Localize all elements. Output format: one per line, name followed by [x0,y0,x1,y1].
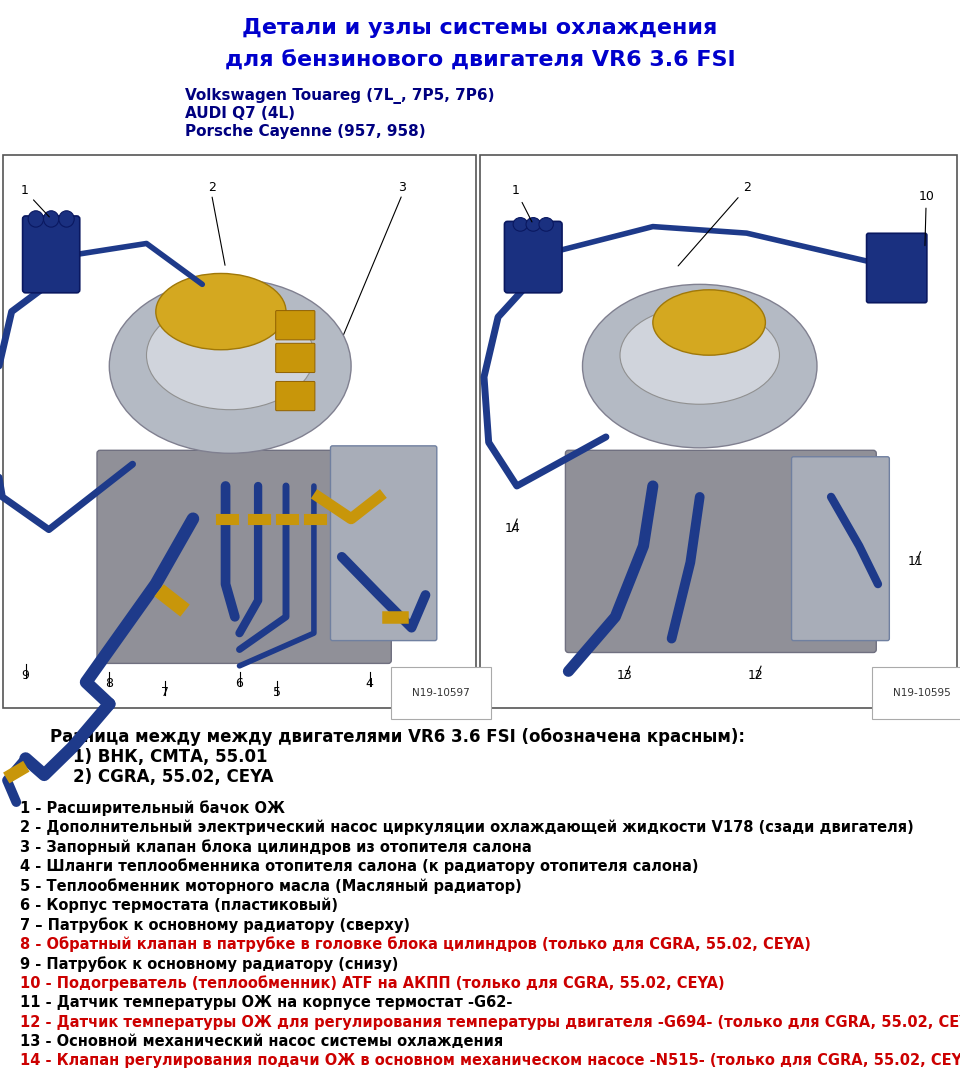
Text: AUDI Q7 (4L): AUDI Q7 (4L) [185,106,295,121]
Text: 14 - Клапан регулирования подачи ОЖ в основном механическом насосе -N515- (тольк: 14 - Клапан регулирования подачи ОЖ в ос… [20,1054,960,1068]
Text: 10 - Подогреватель (теплообменник) ATF на АКПП (только для CGRA, 55.02, CEYA): 10 - Подогреватель (теплообменник) ATF н… [20,975,725,992]
Text: 3: 3 [398,181,406,194]
Text: 4 - Шланги теплообменника отопителя салона (к радиатору отопителя салона): 4 - Шланги теплообменника отопителя сало… [20,858,699,875]
Text: 3 - Запорный клапан блока цилиндров из отопителя салона: 3 - Запорный клапан блока цилиндров из о… [20,839,532,855]
Text: 6: 6 [235,677,244,690]
Text: 13 - Основной механический насос системы охлаждения: 13 - Основной механический насос системы… [20,1034,503,1049]
Text: 7: 7 [161,686,169,699]
Text: 1: 1 [21,185,49,217]
Bar [3,155,476,708]
Text: Разница между между двигателями VR6 3.6 FSI (обозначена красным):: Разница между между двигателями VR6 3.6 … [50,728,745,746]
Text: 8 - Обратный клапан в патрубке в головке блока цилиндров (только для CGRA, 55.02: 8 - Обратный клапан в патрубке в головке… [20,937,811,952]
Text: Volkswagen Touareg (7L_, 7P5, 7P6): Volkswagen Touareg (7L_, 7P5, 7P6) [185,88,494,104]
Ellipse shape [583,284,817,448]
Ellipse shape [620,306,780,404]
Ellipse shape [147,300,314,410]
Text: 5 - Теплообменник моторного масла (Масляный радиатор): 5 - Теплообменник моторного масла (Масля… [20,878,521,893]
Text: Porsche Cayenne (957, 958): Porsche Cayenne (957, 958) [185,124,425,139]
Text: 11: 11 [907,555,924,568]
FancyBboxPatch shape [330,446,437,641]
FancyBboxPatch shape [792,456,889,641]
Text: 2 - Дополнительный электрический насос циркуляции охлаждающей жидкости V178 (сза: 2 - Дополнительный электрический насос ц… [20,819,914,835]
Text: N19-10595: N19-10595 [893,688,951,698]
FancyBboxPatch shape [867,234,926,302]
FancyBboxPatch shape [97,450,392,664]
Text: 1: 1 [512,185,532,222]
Text: 6 - Корпус термостата (пластиковый): 6 - Корпус термостата (пластиковый) [20,898,338,913]
FancyBboxPatch shape [276,381,315,411]
Text: 5: 5 [273,686,280,699]
Ellipse shape [43,211,59,227]
FancyBboxPatch shape [565,450,876,653]
Text: 12 - Датчик температуры ОЖ для регулирования температуры двигателя -G694- (тольк: 12 - Датчик температуры ОЖ для регулиров… [20,1014,960,1030]
Text: 8: 8 [106,677,113,690]
FancyBboxPatch shape [276,310,315,340]
Text: 1 - Расширительный бачок ОЖ: 1 - Расширительный бачок ОЖ [20,800,285,816]
Text: 12: 12 [748,669,764,682]
Text: 9 - Патрубок к основному радиатору (снизу): 9 - Патрубок к основному радиатору (сниз… [20,956,398,972]
Text: 13: 13 [617,669,633,682]
Ellipse shape [59,211,74,227]
Ellipse shape [514,217,528,232]
Ellipse shape [653,289,765,355]
Text: 9: 9 [22,669,30,682]
Ellipse shape [156,273,286,349]
Ellipse shape [109,278,351,453]
Text: Детали и узлы системы охлаждения: Детали и узлы системы охлаждения [242,17,718,38]
Text: 14: 14 [504,522,520,535]
Text: 2: 2 [678,181,751,266]
Ellipse shape [539,217,553,232]
Text: 2) CGRA, 55.02, CEYA: 2) CGRA, 55.02, CEYA [50,768,274,786]
Text: 1) ВНК, СМТА, 55.01: 1) ВНК, СМТА, 55.01 [50,748,268,765]
Bar [480,155,957,708]
Ellipse shape [28,211,43,227]
Text: 7 – Патрубок к основному радиатору (сверху): 7 – Патрубок к основному радиатору (свер… [20,917,410,933]
FancyBboxPatch shape [504,222,562,293]
Text: 2: 2 [207,181,216,194]
Text: для бензинового двигателя VR6 3.6 FSI: для бензинового двигателя VR6 3.6 FSI [225,50,735,70]
FancyBboxPatch shape [23,216,80,293]
Ellipse shape [526,217,540,232]
Text: 11 - Датчик температуры ОЖ на корпусе термостат -G62-: 11 - Датчик температуры ОЖ на корпусе те… [20,995,513,1010]
FancyBboxPatch shape [276,343,315,372]
Text: 4: 4 [366,677,373,690]
Text: N19-10597: N19-10597 [412,688,470,698]
Text: 10: 10 [919,190,934,246]
